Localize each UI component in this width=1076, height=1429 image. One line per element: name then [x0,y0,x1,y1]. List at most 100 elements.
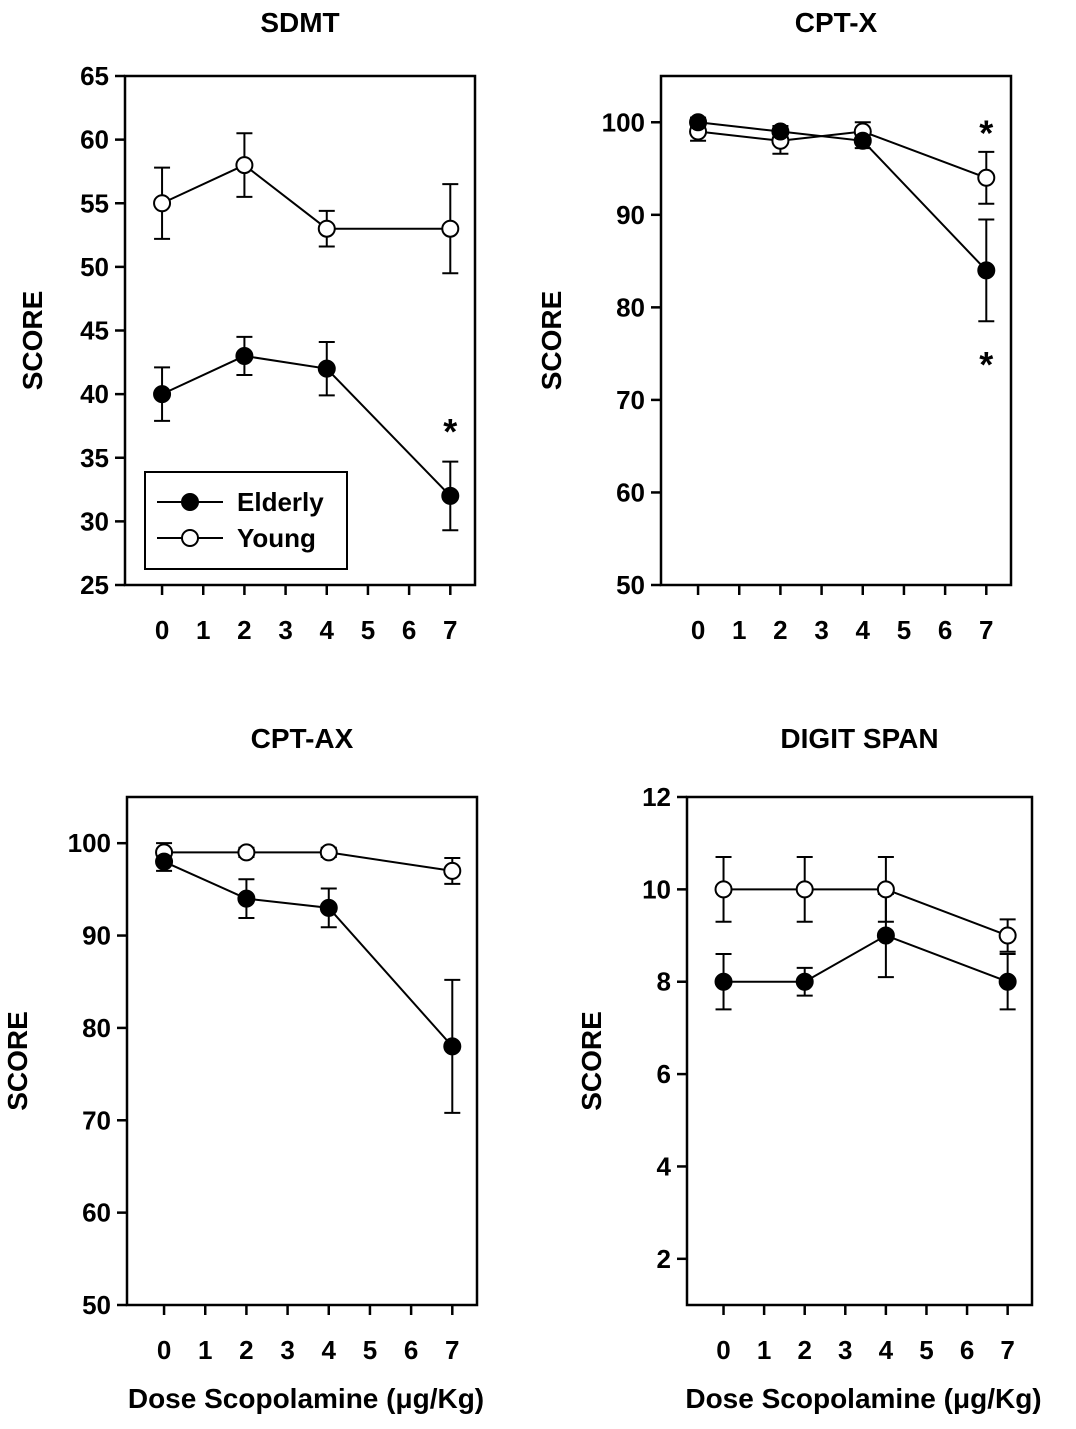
series-line-elderly [163,860,454,1048]
legend-marker [181,493,199,511]
y-tick-label: 12 [642,782,671,812]
data-point-young [977,168,996,187]
y-tick-label: 70 [616,385,645,415]
x-tick-label: 3 [280,1335,294,1365]
y-tick-label: 60 [616,477,645,507]
data-point-elderly [771,122,790,141]
legend-label: Elderly [237,487,324,517]
y-tick-label: 70 [82,1105,111,1135]
data-point-young [317,219,336,238]
y-tick-label: 80 [82,1013,111,1043]
data-point-young [998,926,1017,945]
data-point-elderly [977,261,996,280]
y-tick-label: 50 [82,1290,111,1320]
x-tick-label: 5 [919,1335,933,1365]
y-tick-label: 65 [80,61,109,91]
data-point-elderly [714,972,733,991]
y-tick-label: 45 [80,316,109,346]
y-tick-label: 25 [80,570,109,600]
x-tick-label: 5 [361,615,375,645]
x-tick-label: 0 [716,1335,730,1365]
x-tick-label: 6 [960,1335,974,1365]
x-tick-label: 2 [239,1335,253,1365]
y-axis-label: SCORE [17,291,48,391]
data-point-young [443,861,462,880]
x-tick-label: 3 [838,1335,852,1365]
x-tick-label: 4 [320,615,335,645]
x-tick-label: 6 [938,615,952,645]
data-point-young [441,219,460,238]
y-tick-label: 8 [657,967,671,997]
data-point-elderly [155,852,174,871]
x-tick-label: 3 [278,615,292,645]
y-tick-label: 30 [80,506,109,536]
data-point-elderly [153,385,172,404]
x-tick-label: 7 [443,615,457,645]
y-tick-label: 100 [602,107,645,137]
y-tick-label: 90 [616,200,645,230]
significance-marker: * [979,344,993,385]
y-tick-label: 2 [657,1244,671,1274]
y-tick-label: 6 [657,1059,671,1089]
data-point-young [876,880,895,899]
chart-title: SDMT [260,7,339,38]
x-tick-label: 4 [322,1335,337,1365]
y-tick-label: 50 [80,252,109,282]
data-point-elderly [317,359,336,378]
data-point-young [153,194,172,213]
x-tick-label: 1 [757,1335,771,1365]
data-point-elderly [689,113,708,132]
x-tick-label: 4 [856,615,871,645]
x-tick-label: 1 [196,615,210,645]
series-line-young [161,163,451,230]
x-axis-label: Dose Scopolamine (μg/Kg) [685,1383,1041,1414]
panel-cpt-x: CPT-X SCORE 50 60 70 80 90 100 0 1 2 3 4 5 6 7 * * [536,7,1013,645]
y-axis-label: SCORE [536,291,567,391]
x-tick-label: 0 [157,1335,171,1365]
data-point-elderly [237,889,256,908]
x-tick-label: 2 [797,1335,811,1365]
x-tick-label: 0 [691,615,705,645]
data-point-elderly [853,131,872,150]
x-tick-label: 2 [773,615,787,645]
y-tick-label: 50 [616,570,645,600]
series-line-elderly [723,934,1009,983]
y-tick-label: 4 [657,1151,672,1181]
data-point-young [795,880,814,899]
panel-cpt-ax: CPT-AX SCORE 50 60 70 80 90 100 0 1 2 3 4 5 6 7 Dose Sco… [2,723,484,1414]
x-tick-label: 7 [1000,1335,1014,1365]
data-point-elderly [235,346,254,365]
x-tick-label: 5 [897,615,911,645]
chart-title: CPT-AX [251,723,354,754]
x-tick-label: 5 [363,1335,377,1365]
series-line-elderly [161,354,452,497]
legend-box [144,471,348,570]
data-point-elderly [876,926,895,945]
x-tick-label: 6 [402,615,416,645]
y-tick-label: 35 [80,443,109,473]
significance-marker: * [443,411,457,452]
plot-frame [125,795,479,1307]
series-line-young [164,851,453,872]
data-point-young [237,843,256,862]
y-tick-label: 60 [82,1198,111,1228]
data-point-young [319,843,338,862]
data-point-elderly [795,972,814,991]
x-axis-label: Dose Scopolamine (μg/Kg) [128,1383,484,1414]
data-point-elderly [441,486,460,505]
data-point-young [714,880,733,899]
legend-marker [181,529,199,547]
series-line-young [723,888,1009,937]
x-tick-label: 1 [732,615,746,645]
significance-marker: * [979,113,993,154]
chart-title: CPT-X [795,7,878,38]
data-point-elderly [443,1037,462,1056]
x-tick-label: 2 [237,615,251,645]
x-tick-label: 7 [445,1335,459,1365]
legend: Elderly Young [144,471,348,570]
y-axis-label: SCORE [2,1011,33,1111]
